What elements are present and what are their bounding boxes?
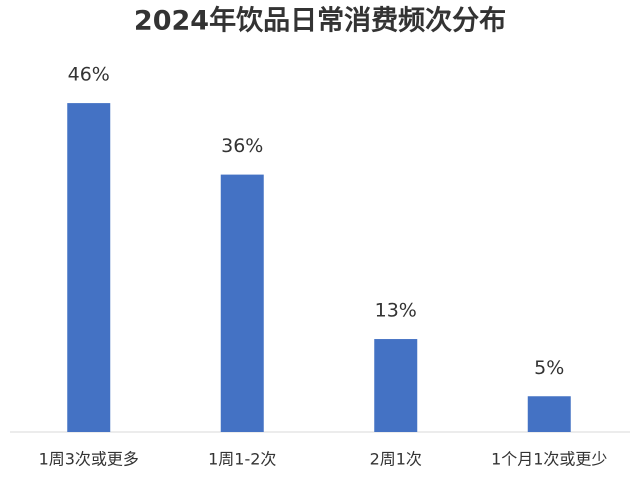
bar: [527, 396, 571, 432]
x-tick-label: 1周1-2次: [208, 450, 276, 469]
value-label: 13%: [375, 300, 417, 322]
value-label: 46%: [68, 64, 110, 86]
x-tick-label: 1个月1次或更少: [491, 450, 607, 469]
bar: [67, 103, 111, 432]
chart-title: 2024年饮品日常消费频次分布: [134, 5, 506, 37]
value-label: 5%: [534, 357, 564, 379]
bar: [220, 174, 264, 432]
bar: [374, 339, 418, 432]
x-tick-label: 1周3次或更多: [39, 450, 139, 469]
value-label: 36%: [221, 135, 263, 157]
x-tick-label: 2周1次: [370, 450, 422, 469]
